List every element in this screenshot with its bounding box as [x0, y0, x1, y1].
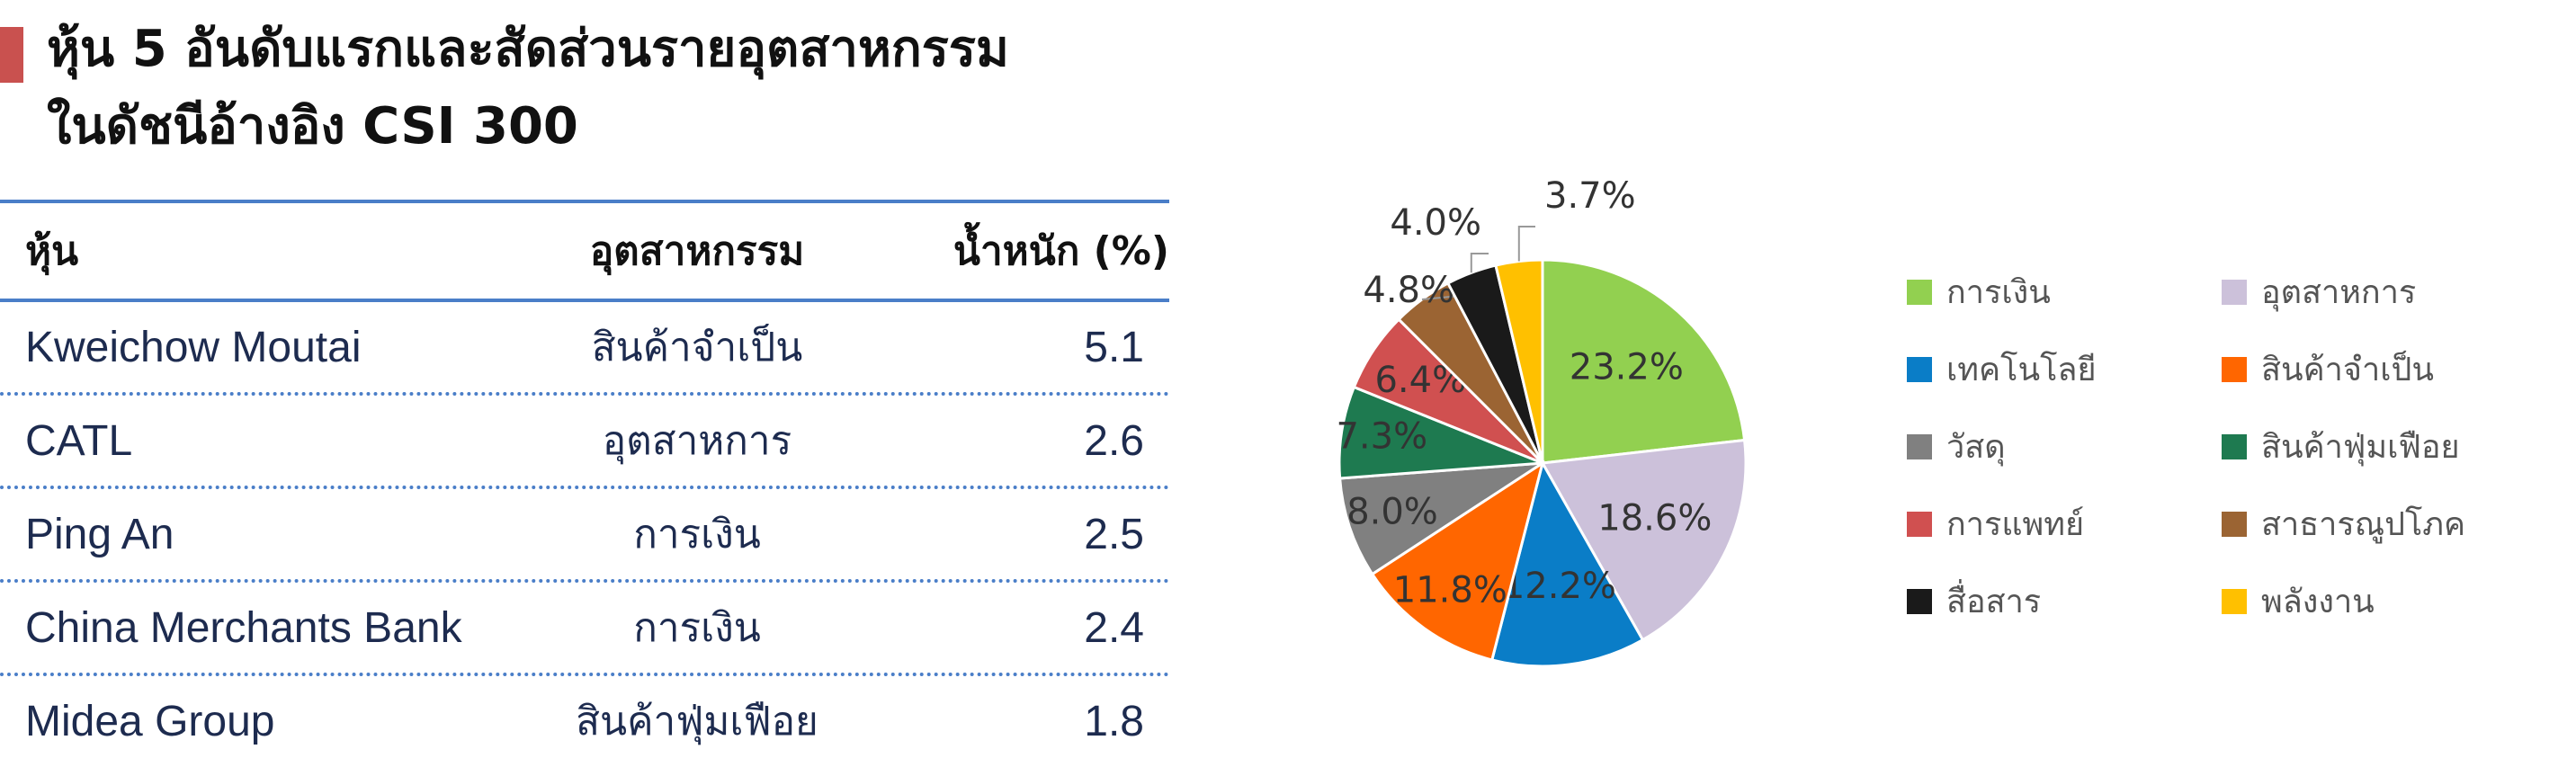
- pie-leader-line-10: [1517, 226, 1535, 262]
- pie-label-10: 3.7%: [1544, 175, 1636, 217]
- header-stock: หุ้น: [25, 228, 79, 274]
- legend-item-2: อุตสาหการ: [2222, 266, 2416, 317]
- pie-label-5: 8.0%: [1346, 492, 1438, 533]
- legend-label: เทคโนโลยี: [1946, 352, 2097, 388]
- title-accent-bar: [0, 27, 23, 83]
- table-row: CATL อุตสาหการ 2.6: [0, 396, 1169, 489]
- legend-swatch: [1907, 279, 1932, 305]
- title-line-2: ในดัชนีอ้างอิง CSI 300: [47, 97, 578, 156]
- stock-weight: 2.4: [1084, 603, 1144, 652]
- pie-slice-1: [1541, 258, 1747, 465]
- legend-swatch: [2222, 279, 2247, 305]
- header-industry: อุตสาหกรรม: [589, 228, 805, 274]
- legend-swatch: [1907, 356, 1932, 382]
- table-header: หุ้น อุตสาหกรรม น้ำหนัก (%): [0, 200, 1169, 302]
- pie-label-9: 4.0%: [1390, 202, 1481, 244]
- stock-industry: สินค้าจำเป็น: [591, 325, 803, 370]
- legend-item-5: วัสดุ: [1907, 421, 2006, 472]
- pie-label-1: 23.2%: [1570, 347, 1684, 388]
- header-weight: น้ำหนัก (%): [953, 228, 1169, 274]
- stock-weight: 2.6: [1084, 416, 1144, 465]
- legend-item-1: การเงิน: [1907, 266, 2051, 317]
- legend-label: สินค้าจำเป็น: [2261, 352, 2434, 388]
- pie-slice-4: [1370, 459, 1545, 662]
- pie-label-8: 4.8%: [1363, 270, 1454, 311]
- stock-name: Midea Group: [25, 697, 275, 745]
- stock-name: Ping An: [25, 510, 174, 558]
- stock-weight: 1.8: [1084, 697, 1144, 745]
- stock-name: Kweichow Moutai: [25, 323, 362, 371]
- legend-item-9: สื่อสาร: [1907, 575, 2041, 627]
- legend-label: การแพทย์: [1946, 506, 2085, 543]
- legend-swatch: [2222, 588, 2247, 614]
- legend-item-10: พลังงาน: [2222, 575, 2375, 627]
- legend-label: การเงิน: [1946, 274, 2051, 311]
- legend-label: สินค้าฟุ่มเฟือย: [2261, 429, 2460, 466]
- table-row: Kweichow Moutai สินค้าจำเป็น 5.1: [0, 302, 1169, 396]
- table-row: China Merchants Bank การเงิน 2.4: [0, 583, 1169, 676]
- legend-label: สาธารณูปโภค: [2261, 506, 2466, 543]
- pie-label-6: 7.3%: [1336, 415, 1427, 457]
- legend-swatch: [1907, 433, 1932, 459]
- stock-industry: อุตสาหการ: [602, 418, 792, 464]
- pie-slice-2: [1540, 438, 1748, 642]
- stock-industry: สินค้าฟุ่มเฟือย: [576, 699, 818, 745]
- legend-label: พลังงาน: [2261, 584, 2375, 620]
- stock-industry: การเงิน: [633, 605, 761, 651]
- pie-slice-10: [1494, 258, 1544, 464]
- table-row: Ping An การเงิน 2.5: [0, 489, 1169, 583]
- stock-industry: การเงิน: [633, 512, 761, 557]
- pie-label-2: 18.6%: [1597, 498, 1712, 540]
- stock-name: China Merchants Bank: [25, 603, 462, 652]
- legend-label: อุตสาหการ: [2261, 274, 2417, 311]
- stock-name: CATL: [25, 416, 133, 465]
- legend-swatch: [1907, 511, 1932, 537]
- legend-swatch: [2222, 511, 2247, 537]
- table-row: Midea Group สินค้าฟุ่มเฟือย 1.8: [0, 676, 1169, 766]
- stock-weight: 2.5: [1084, 510, 1144, 558]
- pie-label-3: 12.2%: [1502, 566, 1616, 607]
- legend-item-3: เทคโนโลยี: [1907, 343, 2097, 395]
- stock-weight: 5.1: [1084, 323, 1144, 371]
- legend-swatch: [2222, 356, 2247, 382]
- top-stocks-table: หุ้น อุตสาหกรรม น้ำหนัก (%) Kweichow Mou…: [0, 200, 1169, 766]
- legend-item-6: สินค้าฟุ่มเฟือย: [2222, 421, 2460, 472]
- pie-slice-5: [1338, 461, 1543, 576]
- pie-leader-line-9: [1470, 253, 1489, 273]
- pie-label-4: 11.8%: [1393, 569, 1507, 611]
- pie-slice-6: [1337, 385, 1543, 480]
- legend-item-7: การแพทย์: [1907, 498, 2084, 549]
- legend-label: สื่อสาร: [1946, 584, 2042, 620]
- industry-pie-chart: 23.2%18.6%12.2%11.8%8.0%7.3%6.4%4.8%4.0%…: [1336, 175, 1748, 668]
- legend-swatch: [2222, 433, 2247, 459]
- title-line-1: หุ้น 5 อันดับแรกและสัดส่วนรายอุตสาหกรรม: [47, 20, 1009, 78]
- legend-swatch: [1907, 588, 1932, 614]
- page-title: หุ้น 5 อันดับแรกและสัดส่วนรายอุตสาหกรรม …: [47, 11, 1171, 165]
- legend-item-4: สินค้าจำเป็น: [2222, 343, 2434, 395]
- legend-label: วัสดุ: [1946, 429, 2006, 466]
- legend-item-8: สาธารณูปโภค: [2222, 498, 2465, 549]
